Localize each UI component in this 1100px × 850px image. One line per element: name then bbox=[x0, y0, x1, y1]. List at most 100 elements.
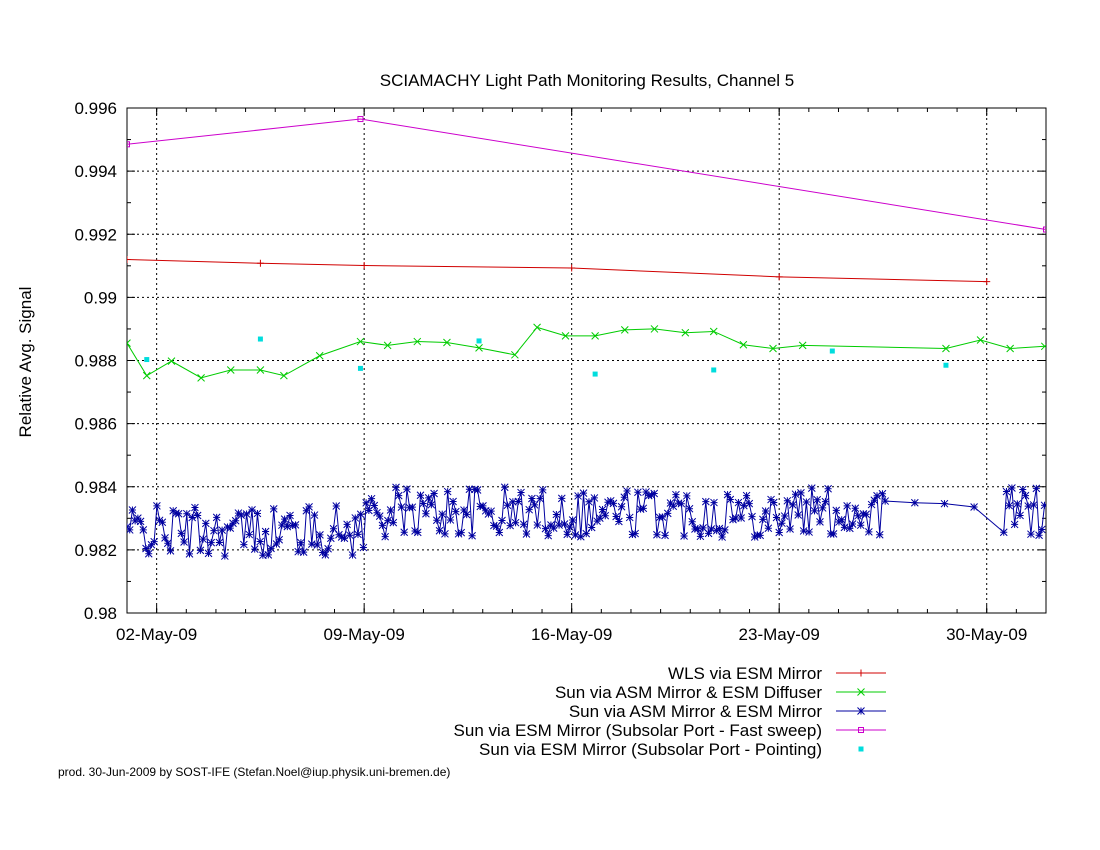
data-point bbox=[821, 497, 830, 506]
data-point bbox=[769, 344, 777, 353]
data-point bbox=[245, 530, 254, 539]
data-point bbox=[775, 273, 783, 281]
data-point bbox=[639, 504, 648, 513]
data-point bbox=[609, 499, 618, 508]
data-point bbox=[239, 540, 248, 549]
data-point bbox=[780, 512, 789, 520]
legend-label: Sun via ESM Mirror (Subsolar Port - Fast… bbox=[454, 721, 822, 740]
data-point bbox=[286, 511, 294, 520]
data-point bbox=[1035, 531, 1043, 540]
data-point bbox=[807, 484, 816, 492]
data-point bbox=[541, 524, 550, 533]
data-point bbox=[759, 515, 767, 524]
data-point bbox=[345, 531, 354, 540]
data-point bbox=[256, 366, 265, 374]
data-point bbox=[729, 515, 737, 524]
data-point bbox=[748, 512, 756, 521]
data-point bbox=[514, 497, 523, 506]
data-point bbox=[631, 529, 640, 538]
data-point bbox=[261, 527, 270, 536]
data-point bbox=[302, 506, 311, 515]
data-point bbox=[715, 524, 724, 533]
data-point bbox=[142, 371, 151, 380]
series-line bbox=[127, 259, 987, 283]
data-point bbox=[693, 524, 702, 533]
data-point bbox=[1008, 484, 1016, 492]
data-point bbox=[226, 366, 235, 374]
data-point bbox=[1018, 485, 1027, 494]
series-1 bbox=[127, 256, 991, 286]
data-point bbox=[538, 485, 547, 494]
data-point bbox=[848, 520, 857, 528]
data-point bbox=[479, 502, 487, 510]
plot-frame bbox=[126, 107, 1047, 614]
data-point bbox=[530, 500, 539, 509]
data-point bbox=[315, 351, 324, 360]
data-point bbox=[158, 518, 167, 527]
data-point bbox=[360, 261, 368, 269]
data-point bbox=[970, 503, 978, 511]
series-line bbox=[127, 118, 1046, 231]
data-point bbox=[509, 497, 517, 506]
data-point bbox=[351, 514, 360, 522]
data-point bbox=[775, 528, 784, 537]
data-point bbox=[778, 519, 786, 528]
data-point bbox=[983, 278, 991, 286]
data-point bbox=[832, 506, 841, 515]
data-point bbox=[1021, 491, 1030, 500]
legend-label: WLS via ESM Mirror bbox=[668, 664, 822, 683]
data-point bbox=[153, 501, 161, 510]
data-point bbox=[144, 549, 153, 558]
data-point bbox=[237, 511, 245, 519]
data-point bbox=[340, 534, 349, 543]
data-point bbox=[196, 546, 205, 555]
data-point bbox=[256, 259, 264, 267]
data-point bbox=[587, 523, 596, 532]
y-tick-label: 0.98 bbox=[84, 604, 117, 623]
data-point bbox=[419, 499, 428, 508]
data-point bbox=[1040, 342, 1046, 351]
series-3 bbox=[127, 483, 1046, 560]
data-point bbox=[191, 503, 199, 512]
data-point bbox=[536, 494, 544, 503]
data-point bbox=[1029, 501, 1038, 509]
data-point bbox=[297, 538, 305, 547]
data-point bbox=[797, 489, 805, 497]
data-point bbox=[647, 491, 656, 499]
data-point bbox=[269, 505, 278, 513]
data-point bbox=[438, 510, 447, 519]
legend-label: Sun via ESM Mirror (Subsolar Port - Poin… bbox=[479, 740, 822, 759]
data-point bbox=[726, 495, 735, 504]
data-point bbox=[427, 500, 436, 509]
data-point bbox=[359, 543, 368, 552]
data-point bbox=[601, 511, 610, 520]
data-point bbox=[367, 494, 376, 503]
data-point bbox=[672, 490, 680, 499]
data-point bbox=[163, 539, 172, 548]
data-point bbox=[1006, 344, 1015, 353]
data-point bbox=[591, 332, 599, 340]
data-point bbox=[177, 529, 186, 538]
y-axis-label: Relative Avg. Signal bbox=[16, 287, 35, 438]
data-point bbox=[343, 520, 351, 529]
data-point bbox=[1024, 502, 1033, 510]
data-point bbox=[139, 526, 148, 534]
data-point bbox=[1037, 525, 1046, 534]
data-point bbox=[816, 518, 824, 526]
data-point bbox=[737, 514, 746, 522]
data-point bbox=[416, 491, 425, 500]
data-point bbox=[940, 499, 949, 508]
data-point bbox=[267, 544, 275, 553]
data-point bbox=[357, 365, 363, 371]
data-point bbox=[381, 532, 390, 541]
data-point bbox=[223, 523, 232, 531]
data-point bbox=[408, 503, 417, 512]
data-point bbox=[294, 547, 303, 556]
data-point bbox=[813, 495, 822, 504]
data-point bbox=[661, 531, 669, 540]
series-line bbox=[127, 487, 1046, 557]
legend-marker bbox=[857, 688, 865, 696]
data-point bbox=[182, 509, 191, 518]
data-point bbox=[707, 525, 716, 533]
y-tick-label: 0.996 bbox=[74, 99, 117, 118]
